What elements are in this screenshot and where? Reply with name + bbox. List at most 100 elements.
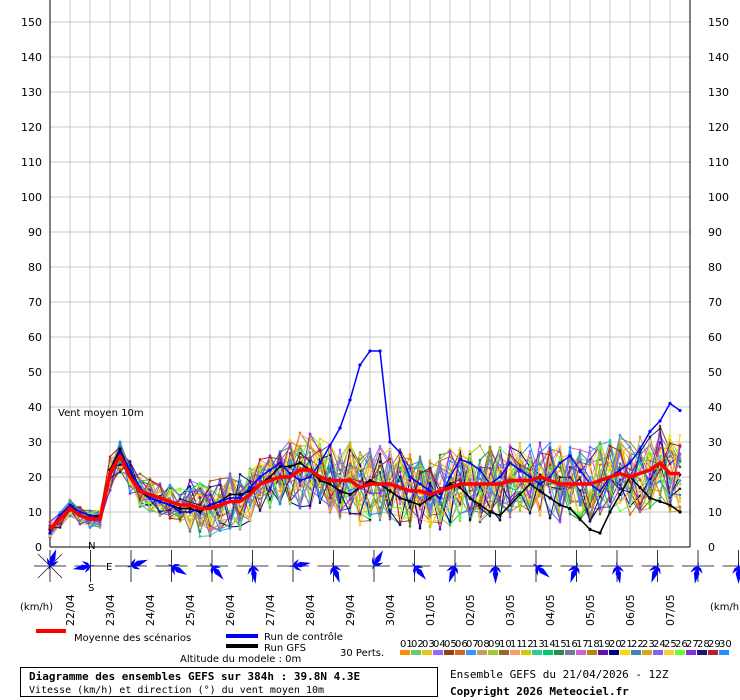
y-tick-label: 140	[21, 51, 42, 64]
member-point	[148, 488, 152, 492]
rose-petal	[446, 566, 455, 571]
member-line	[49, 433, 681, 528]
member-point	[338, 509, 342, 513]
member-point	[298, 486, 302, 490]
member-point	[138, 498, 142, 501]
member-point	[578, 512, 582, 516]
member-point	[88, 526, 92, 529]
member-point	[258, 493, 262, 497]
member-point	[188, 478, 192, 482]
member-point	[338, 472, 342, 476]
member-point	[268, 503, 272, 507]
member-point	[408, 457, 412, 461]
member-point	[458, 517, 462, 521]
y-tick-label: 150	[21, 16, 42, 29]
member-point	[478, 499, 482, 503]
rose-petal	[697, 562, 699, 566]
main-lines	[48, 349, 682, 535]
member-point	[398, 475, 402, 478]
member-point	[268, 492, 272, 495]
series-point-2	[328, 482, 332, 486]
rose-petal	[372, 557, 375, 566]
rose-petal	[536, 566, 550, 578]
series-point-1	[78, 510, 82, 514]
member-point	[518, 496, 522, 500]
member-point	[608, 444, 612, 448]
member-point	[568, 486, 572, 489]
member-point	[508, 472, 512, 475]
member-point	[278, 457, 282, 461]
member-point	[58, 511, 62, 514]
member-point	[518, 476, 522, 479]
member-point	[258, 509, 262, 512]
member-point	[658, 424, 662, 428]
pert-number: 01	[400, 639, 413, 650]
y-axis-label-right: (km/h)	[710, 602, 740, 613]
series-point-1	[628, 461, 632, 465]
rose-petal	[536, 564, 545, 568]
member-point	[328, 453, 332, 457]
member-point	[528, 462, 532, 465]
member-point	[158, 489, 162, 492]
rose-petal	[84, 566, 91, 573]
y-tick-label: 130	[21, 86, 42, 99]
member-point	[128, 492, 132, 495]
member-point	[648, 484, 652, 488]
member-point	[208, 490, 212, 494]
series-point-1	[458, 457, 462, 462]
member-point	[438, 458, 442, 462]
member-point	[508, 445, 512, 448]
member-point	[428, 521, 432, 525]
member-point	[298, 455, 302, 459]
member-point	[558, 500, 562, 504]
x-tick-label: 22/04	[64, 594, 77, 626]
series-point-2	[658, 499, 662, 504]
rose-petal	[171, 566, 175, 576]
member-point	[398, 479, 402, 483]
member-point	[668, 500, 672, 504]
member-point	[448, 449, 452, 453]
series-point-2	[238, 492, 242, 497]
member-point	[218, 517, 222, 521]
x-tick-label: 25/04	[184, 594, 197, 626]
pert-swatch	[642, 650, 652, 655]
y-axis-label-left: (km/h)	[20, 602, 53, 613]
member-point	[128, 460, 132, 463]
member-point	[358, 480, 362, 483]
member-point	[398, 466, 402, 469]
member-point	[468, 518, 472, 522]
series-point-1	[338, 426, 342, 430]
y-tick-label: 80	[708, 261, 722, 274]
rose-petal	[489, 566, 496, 574]
series-point-1	[578, 468, 582, 472]
y-tick-label: 50	[708, 366, 722, 379]
series-point-2	[118, 447, 122, 451]
member-point	[678, 500, 682, 503]
member-point	[548, 453, 552, 457]
member-point	[628, 458, 632, 462]
member-point	[678, 496, 682, 500]
pert-swatch	[499, 650, 509, 655]
series-point-1	[348, 398, 352, 402]
member-point	[478, 506, 482, 510]
member-point	[548, 472, 552, 475]
pert-number: 28	[697, 639, 710, 650]
member-point	[378, 500, 382, 503]
member-point	[288, 498, 292, 502]
member-point	[638, 499, 642, 502]
rose-petal	[210, 566, 214, 576]
member-point	[238, 472, 242, 476]
member-point	[488, 491, 492, 494]
member-point	[478, 458, 482, 462]
member-point	[668, 494, 672, 498]
rose-petal	[289, 565, 293, 567]
series-point-1	[678, 408, 682, 413]
member-point	[288, 500, 292, 504]
member-point	[438, 482, 442, 486]
member-point	[118, 470, 122, 474]
member-point	[208, 515, 212, 519]
member-point	[658, 479, 662, 483]
member-point	[508, 509, 512, 513]
member-point	[538, 462, 542, 466]
pert-swatch	[422, 650, 432, 655]
